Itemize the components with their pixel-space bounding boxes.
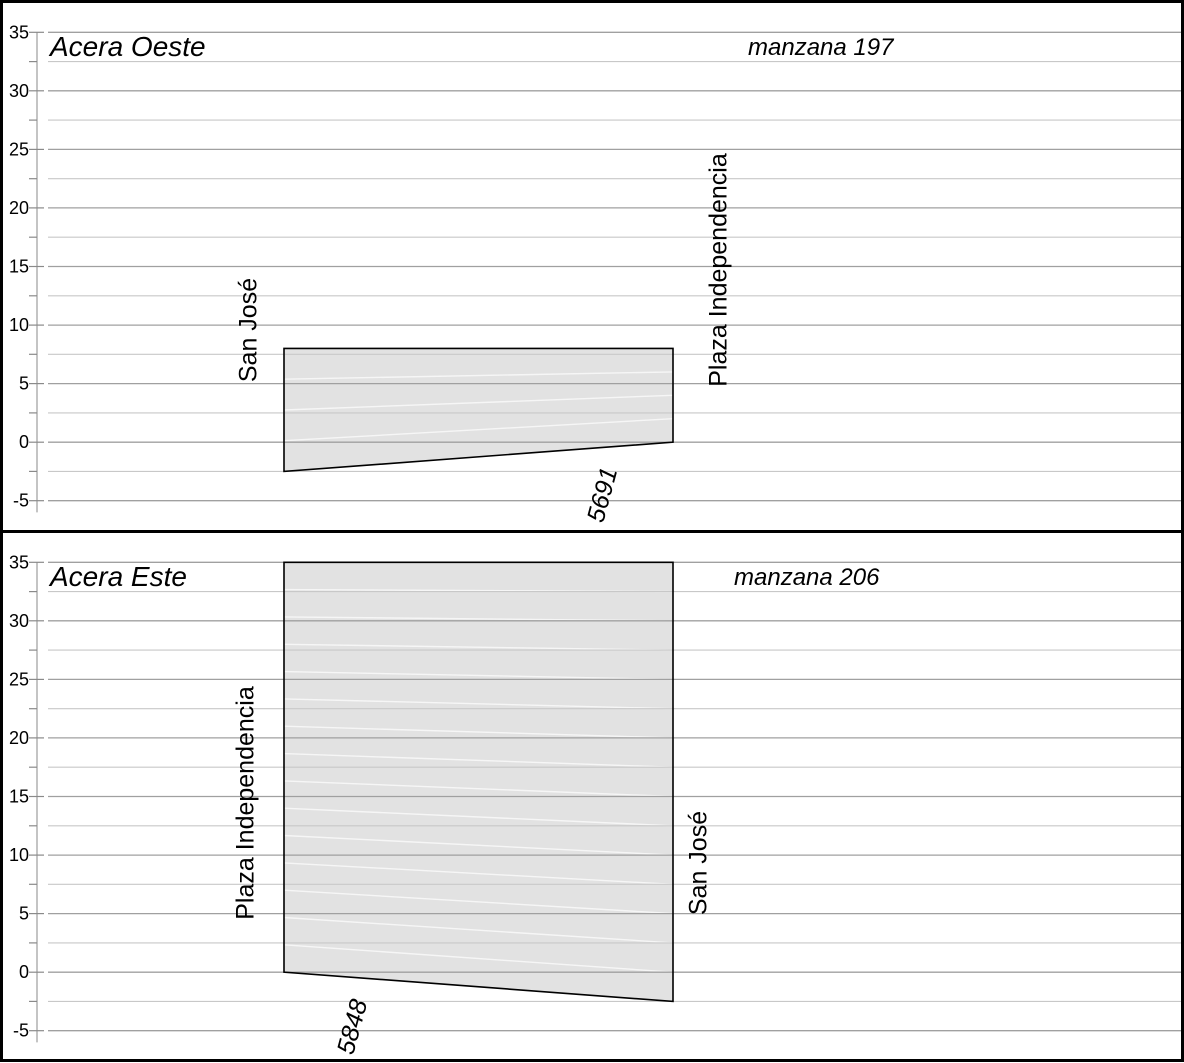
building-profile-outline (283, 347, 674, 473)
street-label-left: San José (234, 277, 263, 383)
y-tick-label: 20 (9, 728, 29, 748)
block-label: manzana 206 (734, 564, 880, 591)
y-tick-label: 5 (19, 904, 29, 924)
street-label-left: Plaza Independencia (231, 686, 260, 920)
building-profile-outline (283, 561, 674, 1003)
y-tick-label: 30 (9, 611, 29, 631)
y-tick-label: 25 (9, 669, 29, 689)
y-axis (29, 561, 44, 1043)
panel-title: Acera Oeste (50, 31, 206, 62)
y-tick-label: 30 (9, 81, 29, 101)
y-tick-label: 35 (9, 552, 29, 572)
y-tick-label: 10 (9, 315, 29, 335)
y-tick-label: 0 (19, 962, 29, 982)
y-tick-label: 20 (9, 198, 29, 218)
street-label-right: San José (684, 810, 713, 916)
y-tick-labels: 35 30 25 20 15 10 5 0 -5 (9, 552, 29, 1040)
panel-acera-este: 35 30 25 20 15 10 5 0 -5 Acera Este manzana 206 … (3, 533, 1181, 1060)
panel-title: Acera Este (50, 561, 187, 592)
y-tick-labels: 35 30 25 20 15 10 5 0 -5 (9, 22, 29, 510)
y-tick-label: 0 (19, 432, 29, 452)
building-profile-fill (284, 562, 673, 1002)
building-profile-fill (284, 348, 673, 472)
y-tick-label: 10 (9, 845, 29, 865)
y-tick-label: -5 (13, 1021, 29, 1041)
panel-acera-oeste: 35 30 25 20 15 10 5 0 -5 Acera Oeste manzana 197… (3, 3, 1181, 533)
profile-streaks (283, 371, 674, 442)
y-tick-label: 15 (9, 257, 29, 277)
y-tick-label: 35 (9, 22, 29, 42)
block-label: manzana 197 (748, 34, 894, 61)
y-axis (29, 31, 44, 513)
plot-acera-oeste: 35 30 25 20 15 10 5 0 -5 (9, 22, 1181, 513)
y-tick-label: -5 (13, 491, 29, 511)
y-tick-label: 5 (19, 374, 29, 394)
y-tick-label: 15 (9, 787, 29, 807)
gridlines (48, 561, 1181, 1032)
street-label-right: Plaza Independencia (704, 153, 733, 387)
y-tick-label: 25 (9, 139, 29, 159)
plot-acera-este: 35 30 25 20 15 10 5 0 -5 (9, 552, 1181, 1043)
gridlines (48, 31, 1181, 502)
